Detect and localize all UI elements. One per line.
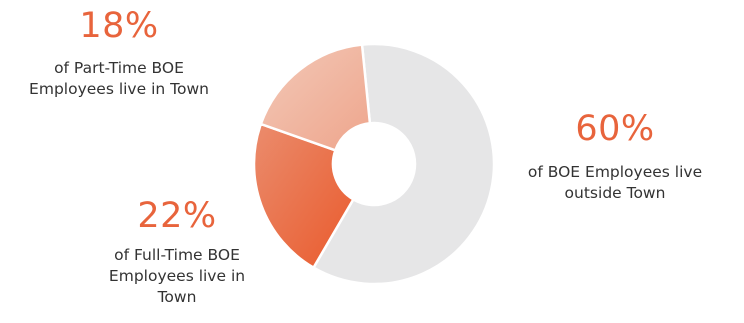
callout-full-time: 22% of Full-Time BOE Employees live in T… — [82, 196, 272, 308]
part-time-description: of Part-Time BOE Employees live in Town — [0, 58, 238, 100]
outside-line-1: of BOE Employees live — [527, 163, 703, 181]
callout-part-time: 18% of Part-Time BOE Employees live in T… — [0, 6, 238, 100]
part-time-line-1: of Part-Time BOE — [54, 59, 184, 77]
full-time-line-1: of Full-Time BOE — [114, 246, 240, 264]
outside-description: of BOE Employees live outside Town — [500, 162, 730, 204]
full-time-line-3: Town — [157, 288, 197, 306]
slice-outside — [312, 42, 496, 286]
slice-full-time — [252, 122, 355, 269]
callout-outside: 60% of BOE Employees live outside Town — [500, 109, 730, 204]
slice-part-time — [259, 43, 372, 152]
outside-percent: 60% — [575, 109, 655, 149]
full-time-percent: 22% — [137, 196, 217, 236]
full-time-line-2: Employees live in — [108, 267, 246, 285]
part-time-line-2: Employees live in Town — [29, 80, 209, 98]
outside-line-2: outside Town — [564, 184, 666, 202]
full-time-description: of Full-Time BOE Employees live in Town — [82, 245, 272, 308]
part-time-percent: 18% — [79, 6, 159, 46]
